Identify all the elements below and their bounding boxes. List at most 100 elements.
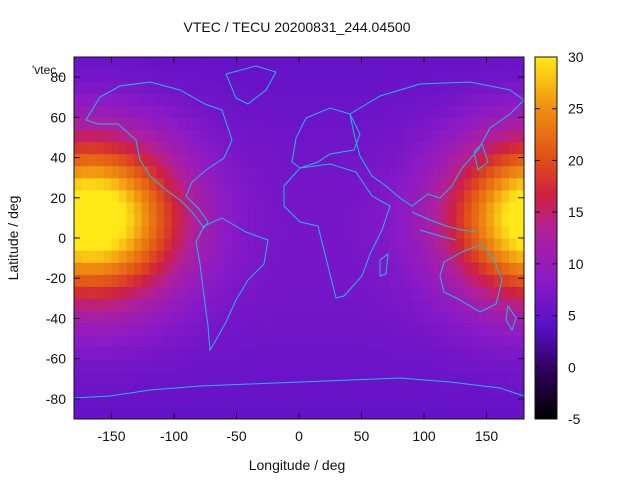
heat-cell [479, 310, 488, 324]
heat-cell [104, 358, 113, 372]
heat-cell [239, 322, 248, 336]
heat-cell [336, 262, 345, 275]
x-tick-label: 100 [412, 428, 436, 444]
heat-cell [209, 334, 218, 348]
heat-cell [411, 274, 420, 287]
heat-cell [299, 322, 308, 336]
heat-cell [89, 358, 98, 372]
heat-cell [81, 406, 90, 419]
heat-cell [449, 69, 458, 82]
heat-cell [216, 189, 225, 203]
heat-cell [171, 105, 180, 118]
heat-cell [216, 394, 225, 408]
heat-cell [134, 286, 143, 299]
heat-cell [254, 298, 263, 311]
heat-cell [381, 105, 390, 118]
heat-cell [336, 310, 345, 324]
heat-cell [464, 105, 473, 118]
heat-cell [374, 394, 383, 408]
heat-cell [509, 346, 518, 360]
heat-cell [141, 81, 150, 94]
heat-cell [119, 346, 128, 360]
heat-cell [209, 213, 218, 227]
heat-cell [261, 406, 270, 419]
heat-cell [216, 334, 225, 348]
heat-cell [104, 69, 113, 82]
heat-cell [359, 310, 368, 324]
heat-cell [89, 177, 98, 191]
heat-cell [336, 117, 345, 130]
heat-cell [501, 358, 510, 372]
heat-cell [486, 250, 495, 263]
heat-cell [276, 358, 285, 372]
heat-cell [329, 406, 338, 419]
heat-cell [336, 69, 345, 82]
heat-cell [239, 201, 248, 215]
heat-cell [419, 286, 428, 299]
heat-cell [96, 141, 105, 155]
heat-cell [246, 322, 255, 336]
heat-cell [269, 406, 278, 419]
heat-cell [359, 238, 368, 251]
heat-cell [209, 370, 218, 384]
heat-cell [314, 370, 323, 384]
heat-cell [239, 57, 248, 70]
heat-cell [209, 250, 218, 263]
heat-cell [224, 177, 233, 191]
heat-cell [209, 81, 218, 94]
heat-cell [494, 129, 503, 143]
heat-cell [111, 298, 120, 311]
heat-cell [171, 382, 180, 396]
heat-cell [194, 286, 203, 299]
heat-cell [411, 129, 420, 143]
heat-cell [359, 153, 368, 167]
y-tick-label: 40 [50, 150, 66, 166]
heat-cell [231, 346, 240, 360]
heat-cell [404, 286, 413, 299]
heat-cell [74, 394, 83, 408]
heat-cell [449, 117, 458, 130]
heat-cell [366, 310, 375, 324]
heat-cell [306, 69, 315, 82]
heat-cell [164, 93, 173, 106]
heat-cell [516, 81, 524, 94]
heat-cell [396, 69, 405, 82]
heat-cell [284, 286, 293, 299]
heat-cell [389, 334, 398, 348]
heat-cell [344, 225, 353, 239]
heat-cell [179, 129, 188, 143]
heat-cell [486, 274, 495, 287]
heat-cell [389, 310, 398, 324]
heat-cell [81, 298, 90, 311]
heat-cell [291, 93, 300, 106]
heat-cell [119, 394, 128, 408]
heat-cell [111, 57, 120, 70]
heat-cell [441, 93, 450, 106]
heat-cell [164, 394, 173, 408]
heat-cell [336, 238, 345, 251]
heat-cell [456, 57, 465, 70]
heat-cell [336, 225, 345, 239]
heat-cell [464, 129, 473, 143]
heat-cell [261, 262, 270, 275]
heat-cell [284, 274, 293, 287]
heat-cell [314, 141, 323, 155]
heat-cell [486, 141, 495, 155]
heat-cell [81, 141, 90, 155]
heat-cell [194, 358, 203, 372]
heat-cell [96, 382, 105, 396]
heat-cell [351, 238, 360, 251]
heat-cell [359, 81, 368, 94]
heat-cell [246, 153, 255, 167]
heat-cell [366, 201, 375, 215]
heat-cell [134, 358, 143, 372]
heat-cell [149, 141, 158, 155]
heat-cell [254, 69, 263, 82]
heat-cell [119, 93, 128, 106]
heat-cell [434, 165, 443, 179]
heat-cell [456, 81, 465, 94]
heat-cell [164, 238, 173, 251]
heat-cell [494, 310, 503, 324]
heat-cell [411, 177, 420, 191]
